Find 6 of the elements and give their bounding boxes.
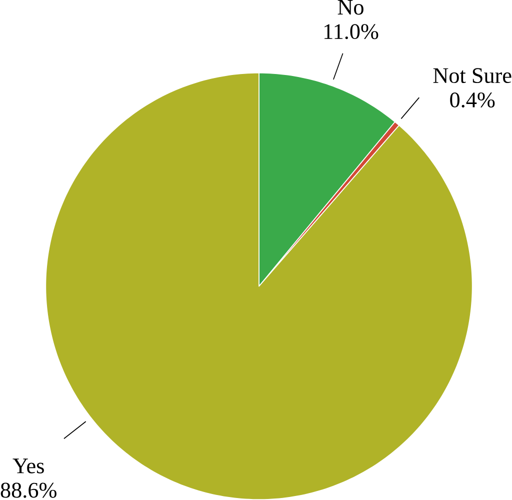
data-label: 11.0%: [324, 24, 378, 40]
slice-label: Not Sure: [433, 68, 512, 84]
slice-label: Yes: [12, 458, 44, 474]
data-label: 88.6%: [0, 482, 56, 498]
slice-label: No: [338, 0, 364, 15]
data-label: 0.4%: [450, 92, 495, 108]
